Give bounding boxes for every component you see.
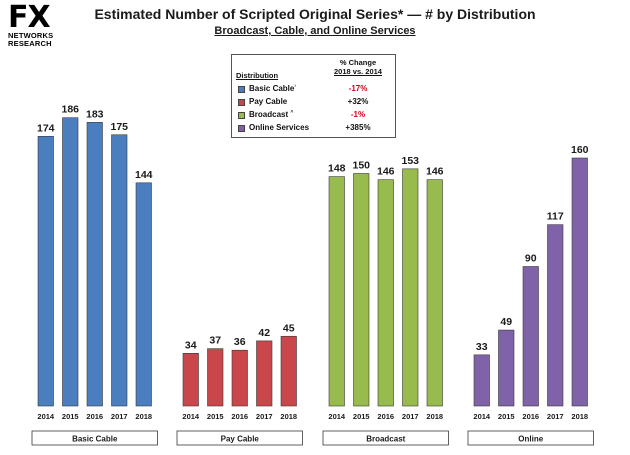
tick-label: 2014 xyxy=(328,412,346,421)
data-label: 37 xyxy=(209,335,221,347)
bar xyxy=(37,136,54,407)
bar xyxy=(231,349,248,407)
tick-label: 2016 xyxy=(377,412,394,421)
bar xyxy=(86,122,103,407)
tick-label: 2016 xyxy=(231,412,248,421)
data-label: 36 xyxy=(234,336,246,348)
tick-label: 2018 xyxy=(135,412,152,421)
data-label: 183 xyxy=(86,108,104,120)
bar xyxy=(111,134,128,407)
tick-label: 2015 xyxy=(353,412,370,421)
bar xyxy=(426,179,443,407)
bar xyxy=(377,179,394,407)
logo-brand: FX xyxy=(8,0,51,35)
legend-swatch xyxy=(238,125,245,132)
bar xyxy=(280,335,297,407)
data-label: 160 xyxy=(571,144,589,156)
legend-item-label: Broadcast ^ xyxy=(249,110,294,119)
chart-title: Estimated Number of Scripted Original Se… xyxy=(94,6,536,22)
bar xyxy=(402,168,419,407)
tick-label: 2016 xyxy=(86,412,103,421)
tick-label: 2015 xyxy=(498,412,515,421)
bar xyxy=(353,173,370,407)
bar xyxy=(571,157,588,407)
bar xyxy=(256,340,273,407)
legend-item-change: +32% xyxy=(347,97,369,106)
group-label-box xyxy=(322,430,449,446)
legend-header-change-line2: 2018 vs. 2014 xyxy=(334,67,382,76)
data-label: 144 xyxy=(135,169,153,181)
data-label: 45 xyxy=(283,322,295,334)
legend-item-label: Pay Cable xyxy=(249,97,288,106)
bar xyxy=(328,176,345,407)
bar xyxy=(498,329,515,407)
legend-item-online-services: Online Services +385% xyxy=(238,123,393,135)
tick-label: 2016 xyxy=(522,412,539,421)
legend-box: Distribution % Change 2018 vs. 2014 Basi… xyxy=(231,54,396,138)
tick-label: 2018 xyxy=(571,412,588,421)
legend-swatch xyxy=(238,86,245,93)
tick-label: 2015 xyxy=(62,412,79,421)
tick-label: 2017 xyxy=(547,412,564,421)
data-label: 186 xyxy=(61,104,79,116)
group-label: Online xyxy=(518,435,543,444)
logo-line1: NETWORKS xyxy=(8,31,54,40)
legend-item-label: Online Services xyxy=(249,123,310,132)
tick-label: 2017 xyxy=(111,412,128,421)
legend-swatch xyxy=(238,112,245,119)
data-label: 34 xyxy=(185,339,197,351)
legend-header-distribution: Distribution xyxy=(236,71,279,80)
tick-label: 2017 xyxy=(402,412,419,421)
data-label: 49 xyxy=(500,316,512,328)
tick-label: 2018 xyxy=(426,412,443,421)
legend-item-change: -17% xyxy=(348,84,368,93)
data-label: 175 xyxy=(110,121,128,133)
group-label: Basic Cable xyxy=(72,435,118,444)
tick-label: 2014 xyxy=(37,412,55,421)
bar xyxy=(473,354,490,407)
bar xyxy=(62,117,79,407)
legend-item-broadcast: Broadcast ^ -1% xyxy=(238,110,393,122)
legend-item-label: Basic Cable¹ xyxy=(249,84,297,93)
fx-logo: FX NETWORKS RESEARCH xyxy=(8,0,78,48)
data-label: 148 xyxy=(328,163,346,175)
tick-label: 2018 xyxy=(280,412,297,421)
legend-item-basic-cable: Basic Cable¹ -17% xyxy=(238,84,393,96)
legend-swatch xyxy=(238,99,245,106)
tick-label: 2015 xyxy=(207,412,224,421)
data-label: 146 xyxy=(426,166,444,178)
data-label: 150 xyxy=(352,160,370,172)
data-label: 42 xyxy=(258,327,270,339)
group-label-box xyxy=(176,430,303,446)
group-label-box xyxy=(467,430,594,446)
data-label: 117 xyxy=(547,211,564,223)
tick-label: 2014 xyxy=(182,412,200,421)
group-label: Broadcast xyxy=(366,435,405,444)
legend-item-change: -1% xyxy=(350,110,366,119)
group-label-box xyxy=(31,430,158,446)
tick-label: 2017 xyxy=(256,412,273,421)
data-label: 153 xyxy=(401,155,419,167)
legend-item-change: +385% xyxy=(345,123,371,132)
tick-label: 2014 xyxy=(473,412,491,421)
bar xyxy=(135,182,152,407)
bar xyxy=(207,348,224,407)
data-label: 174 xyxy=(37,122,55,134)
bar xyxy=(522,266,539,407)
data-label: 146 xyxy=(377,166,395,178)
legend-item-pay-cable: Pay Cable +32% xyxy=(238,97,393,109)
group-label: Pay Cable xyxy=(221,435,260,444)
legend-header-change-line1: % Change xyxy=(339,58,377,67)
data-label: 90 xyxy=(525,253,537,265)
bar xyxy=(547,224,564,407)
chart-subtitle: Broadcast, Cable, and Online Services xyxy=(214,25,416,37)
logo-line2: RESEARCH xyxy=(8,39,52,48)
data-label: 33 xyxy=(476,341,488,353)
legend-header-change: % Change 2018 vs. 2014 xyxy=(324,58,392,76)
bar xyxy=(182,352,199,407)
